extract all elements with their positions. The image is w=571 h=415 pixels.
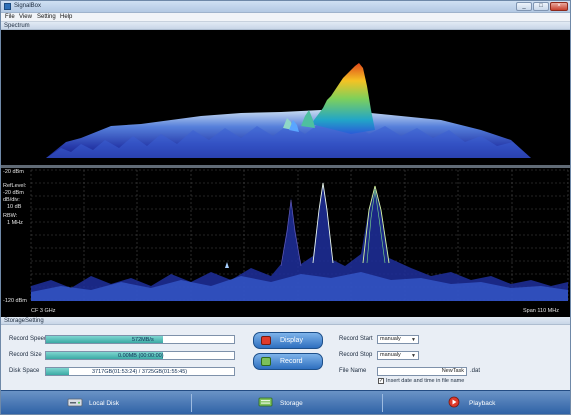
display-icon — [261, 336, 271, 345]
storage-settings-panel: Record Speed 572MB/s Record Size 0.00MB … — [1, 325, 570, 390]
span-readout: Span 110 MHz — [523, 308, 559, 314]
record-size-fill — [46, 352, 163, 359]
plot-top-label: -20 dBm — [3, 169, 24, 175]
rbw-value: 1 MHz — [7, 220, 23, 226]
chevron-down-icon: ▼ — [411, 353, 416, 359]
playback-tab[interactable]: Playback — [383, 391, 570, 415]
display-button-label: Display — [280, 337, 303, 344]
close-button[interactable]: × — [550, 2, 568, 11]
ref-level-label: RefLevel: — [3, 183, 27, 189]
spectrum-3d-view[interactable] — [1, 30, 570, 165]
record-size-value: 0.00MB (00:00:00) — [118, 353, 164, 359]
maximize-button[interactable]: □ — [533, 2, 549, 11]
dbdiv-label: dB/div: — [3, 197, 20, 203]
record-start-value: manualy — [380, 336, 401, 342]
spectrum-panel-header: Spectrum — [1, 22, 570, 30]
minimize-button[interactable]: _ — [516, 2, 532, 11]
spectrum-3d-graphic — [46, 63, 531, 158]
display-button[interactable]: Display — [253, 332, 323, 349]
playback-label: Playback — [469, 400, 496, 407]
file-name-label: File Name — [339, 368, 367, 374]
spectrum-plot-graphic — [30, 169, 569, 301]
local-disk-label: Local Disk — [89, 400, 119, 407]
chevron-down-icon: ▼ — [411, 337, 416, 343]
menu-setting[interactable]: Setting — [37, 14, 56, 20]
nav-divider — [191, 394, 192, 412]
file-name-input[interactable]: NewTask — [377, 367, 467, 376]
disk-space-label: Disk Space — [9, 368, 40, 374]
window-title: SignalBox — [14, 3, 42, 9]
center-frequency: CF 3 GHz — [31, 308, 56, 314]
playback-icon — [448, 396, 460, 408]
menu-bar: File View Setting Help — [1, 13, 570, 22]
title-bar[interactable]: SignalBox _ □ × — [1, 1, 570, 13]
spectrum-plot[interactable]: -20 dBm RefLevel: -20 dBm dB/div: 10 dB … — [1, 168, 570, 317]
insert-date-checkbox[interactable]: ✓ — [378, 378, 384, 384]
record-button[interactable]: Record — [253, 353, 323, 370]
plot-bottom-label: -120 dBm — [3, 298, 27, 304]
insert-date-label: Insert date and time in file name — [386, 378, 465, 384]
disk-space-bar: 3717GB(01:53:24) / 3725GB(01:55:45) — [45, 367, 235, 376]
record-start-label: Record Start — [339, 336, 373, 342]
rbw-label: RBW: — [3, 213, 18, 219]
record-start-select[interactable]: manualy ▼ — [377, 335, 419, 344]
record-size-bar: 0.00MB (00:00:00) — [45, 351, 235, 360]
menu-view[interactable]: View — [19, 14, 32, 20]
disk-space-value: 3717GB(01:53:24) / 3725GB(01:55:45) — [92, 369, 188, 375]
ref-level-value: -20 dBm — [3, 190, 24, 196]
record-size-label: Record Size — [9, 352, 42, 358]
storage-label: Storage — [280, 400, 303, 407]
menu-file[interactable]: File — [5, 14, 15, 20]
record-speed-fill — [46, 336, 163, 343]
disk-space-fill — [46, 368, 69, 375]
hard-disk-icon — [67, 398, 83, 407]
record-button-label: Record — [280, 358, 303, 365]
storage-icon — [258, 397, 273, 407]
bottom-nav-bar: Local Disk Storage Playback — [1, 390, 570, 414]
record-stop-value: manualy — [380, 352, 401, 358]
panel-splitter[interactable] — [1, 165, 570, 168]
file-extension: .dat — [470, 368, 481, 374]
app-icon — [4, 3, 11, 10]
storage-panel-header: StorageSetting — [1, 317, 570, 325]
storage-tab[interactable]: Storage — [192, 391, 382, 415]
record-icon — [261, 357, 271, 366]
record-stop-label: Record Stop — [339, 352, 373, 358]
local-disk-tab[interactable]: Local Disk — [1, 391, 191, 415]
menu-help[interactable]: Help — [60, 14, 73, 20]
nav-divider — [382, 394, 383, 412]
record-speed-label: Record Speed — [9, 336, 48, 342]
dbdiv-value: 10 dB — [7, 204, 22, 210]
record-speed-bar: 572MB/s — [45, 335, 235, 344]
record-stop-select[interactable]: manualy ▼ — [377, 351, 419, 360]
record-speed-value: 572MB/s — [132, 337, 154, 343]
